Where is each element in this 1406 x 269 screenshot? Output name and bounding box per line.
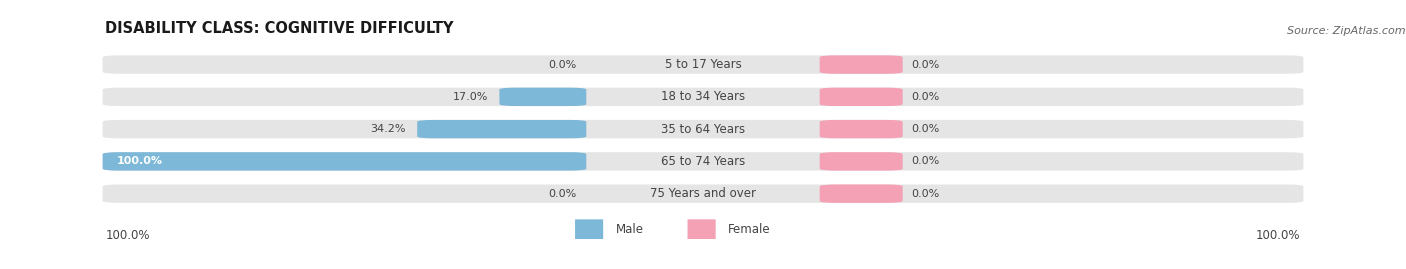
Text: 0.0%: 0.0% bbox=[911, 124, 939, 134]
Text: Female: Female bbox=[728, 223, 770, 236]
FancyBboxPatch shape bbox=[103, 152, 1303, 171]
Text: 17.0%: 17.0% bbox=[453, 92, 488, 102]
Text: 35 to 64 Years: 35 to 64 Years bbox=[661, 123, 745, 136]
Text: 100.0%: 100.0% bbox=[1256, 229, 1301, 242]
Text: 0.0%: 0.0% bbox=[911, 156, 939, 167]
FancyBboxPatch shape bbox=[688, 219, 716, 239]
FancyBboxPatch shape bbox=[820, 55, 903, 74]
Text: Male: Male bbox=[616, 223, 644, 236]
Text: 0.0%: 0.0% bbox=[548, 189, 576, 199]
Text: 0.0%: 0.0% bbox=[911, 59, 939, 70]
Text: 0.0%: 0.0% bbox=[911, 189, 939, 199]
FancyBboxPatch shape bbox=[103, 55, 1303, 74]
FancyBboxPatch shape bbox=[575, 219, 603, 239]
Text: 100.0%: 100.0% bbox=[117, 156, 163, 167]
Text: DISABILITY CLASS: COGNITIVE DIFFICULTY: DISABILITY CLASS: COGNITIVE DIFFICULTY bbox=[105, 20, 454, 36]
Text: 18 to 34 Years: 18 to 34 Years bbox=[661, 90, 745, 103]
FancyBboxPatch shape bbox=[103, 185, 1303, 203]
FancyBboxPatch shape bbox=[499, 88, 586, 106]
Text: 75 Years and over: 75 Years and over bbox=[650, 187, 756, 200]
Text: 65 to 74 Years: 65 to 74 Years bbox=[661, 155, 745, 168]
FancyBboxPatch shape bbox=[103, 152, 586, 171]
Text: 5 to 17 Years: 5 to 17 Years bbox=[665, 58, 741, 71]
FancyBboxPatch shape bbox=[820, 152, 903, 171]
Text: 0.0%: 0.0% bbox=[548, 59, 576, 70]
FancyBboxPatch shape bbox=[103, 88, 1303, 106]
Text: 34.2%: 34.2% bbox=[370, 124, 406, 134]
Text: Source: ZipAtlas.com: Source: ZipAtlas.com bbox=[1288, 26, 1406, 36]
FancyBboxPatch shape bbox=[820, 120, 903, 138]
FancyBboxPatch shape bbox=[820, 88, 903, 106]
FancyBboxPatch shape bbox=[418, 120, 586, 138]
FancyBboxPatch shape bbox=[103, 120, 1303, 138]
Text: 100.0%: 100.0% bbox=[105, 229, 150, 242]
Text: 0.0%: 0.0% bbox=[911, 92, 939, 102]
FancyBboxPatch shape bbox=[820, 185, 903, 203]
